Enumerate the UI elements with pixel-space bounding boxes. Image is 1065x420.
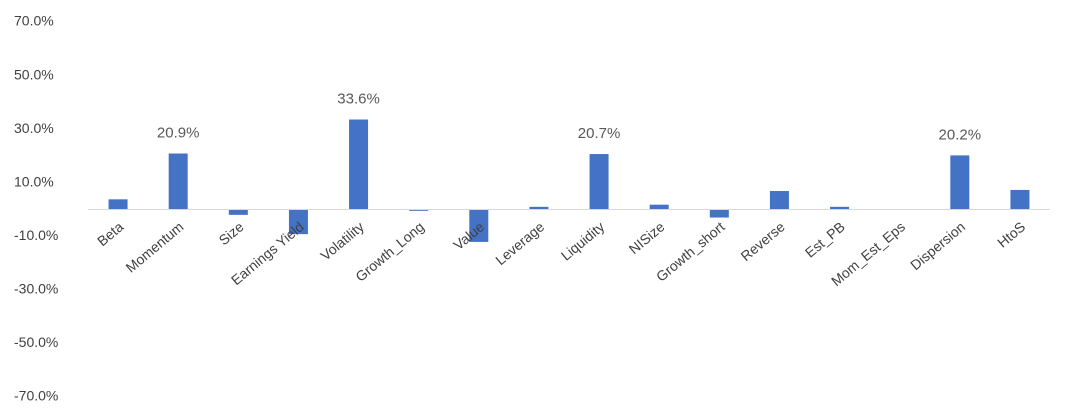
value-label: 33.6% xyxy=(337,90,380,107)
y-tick-label: 30.0% xyxy=(14,120,54,136)
bar xyxy=(108,199,128,210)
y-tick-label: 10.0% xyxy=(14,173,54,189)
bar xyxy=(589,154,609,210)
x-tick-label: HtoS xyxy=(994,218,1028,250)
bar xyxy=(409,209,429,211)
value-label: 20.7% xyxy=(578,125,621,142)
bar xyxy=(950,155,970,210)
value-label: 20.9% xyxy=(157,124,200,141)
bar xyxy=(168,153,188,210)
y-tick-label: -10.0% xyxy=(14,227,58,243)
bar xyxy=(349,119,369,210)
x-tick-label: Est_PB xyxy=(802,218,848,260)
x-tick-label: Volatility xyxy=(317,218,367,263)
y-tick-label: 70.0% xyxy=(14,13,54,29)
x-tick-label: Dispersion xyxy=(907,218,968,273)
bar xyxy=(649,204,669,210)
bar xyxy=(830,206,850,210)
bar xyxy=(529,206,549,210)
bar xyxy=(228,209,248,215)
x-tick-label: Liquidity xyxy=(558,218,608,263)
bar xyxy=(769,191,789,210)
y-tick-label: 50.0% xyxy=(14,66,54,82)
value-label: 20.2% xyxy=(939,126,982,143)
x-tick-label: Momentum xyxy=(123,218,187,275)
x-tick-label: NISize xyxy=(626,218,668,257)
x-tick-label: Beta xyxy=(94,218,127,249)
x-tick-label: Leverage xyxy=(492,218,547,268)
bar xyxy=(709,209,729,218)
bar xyxy=(1010,189,1030,210)
bar xyxy=(288,209,308,235)
y-tick-label: -70.0% xyxy=(14,388,58,404)
bar xyxy=(469,209,489,242)
y-tick-label: -50.0% xyxy=(14,334,58,350)
y-tick-label: -30.0% xyxy=(14,281,58,297)
x-tick-label: Reverse xyxy=(738,218,788,264)
x-tick-label: Size xyxy=(215,218,246,248)
